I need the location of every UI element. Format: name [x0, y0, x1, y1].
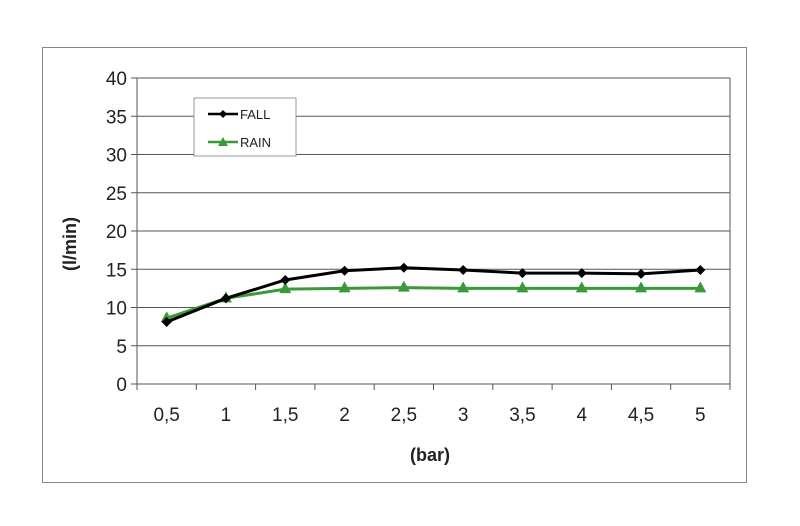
- x-tick-label: 3,5: [509, 405, 535, 426]
- y-tick-label: 0: [116, 375, 127, 396]
- x-axis-label: (bar): [410, 445, 450, 465]
- rain-data-point: [338, 281, 351, 293]
- fall-series-line: [166, 266, 701, 324]
- fall-data-point: [339, 265, 350, 276]
- x-tick-label: 1,5: [272, 405, 298, 426]
- fall-data-point: [458, 265, 469, 276]
- y-tick-label: 10: [106, 299, 127, 320]
- y-axis-label: (l/min): [60, 217, 80, 271]
- fall-data-point: [695, 265, 706, 276]
- fall-data-point: [517, 268, 528, 279]
- fall-data-point: [161, 317, 172, 328]
- rain-data-point: [516, 281, 529, 293]
- rain-series-line: [166, 286, 701, 320]
- x-tick-label: 4: [576, 405, 587, 426]
- y-tick-label: 40: [106, 69, 127, 90]
- rain-data-point: [635, 281, 648, 293]
- y-tick-label: 5: [116, 337, 127, 358]
- chart-frame: [42, 47, 747, 483]
- x-tick-label: 0,5: [153, 405, 179, 426]
- y-tick-label: 35: [106, 107, 127, 128]
- x-tick-label: 4,5: [628, 405, 654, 426]
- x-tick-label: 1: [221, 405, 232, 426]
- y-tick-label: 25: [106, 184, 127, 205]
- rain-data-point: [457, 281, 470, 293]
- legend-rain: RAIN: [240, 135, 271, 150]
- rain-data-point: [575, 281, 588, 293]
- x-tick-label: 2: [339, 405, 350, 426]
- x-tick-label: 3: [458, 405, 469, 426]
- fall-data-point: [636, 268, 647, 279]
- y-tick-label: 15: [106, 260, 127, 281]
- fall-data-point: [280, 274, 291, 285]
- rain-data-point: [279, 282, 292, 294]
- x-tick-label: 5: [695, 405, 706, 426]
- rain-marker-icon: [218, 137, 228, 146]
- y-tick-label: 20: [106, 222, 127, 243]
- x-tick-label: 2,5: [391, 405, 417, 426]
- rain-data-point: [397, 280, 410, 292]
- fall-data-point: [576, 268, 587, 279]
- fall-marker-icon: [219, 110, 227, 118]
- legend: FALL RAIN: [193, 97, 297, 157]
- fall-data-point: [398, 262, 409, 273]
- y-tick-label: 30: [106, 146, 127, 167]
- fall-data-point: [220, 293, 231, 304]
- rain-data-point: [694, 281, 707, 293]
- legend-fall: FALL: [240, 107, 270, 122]
